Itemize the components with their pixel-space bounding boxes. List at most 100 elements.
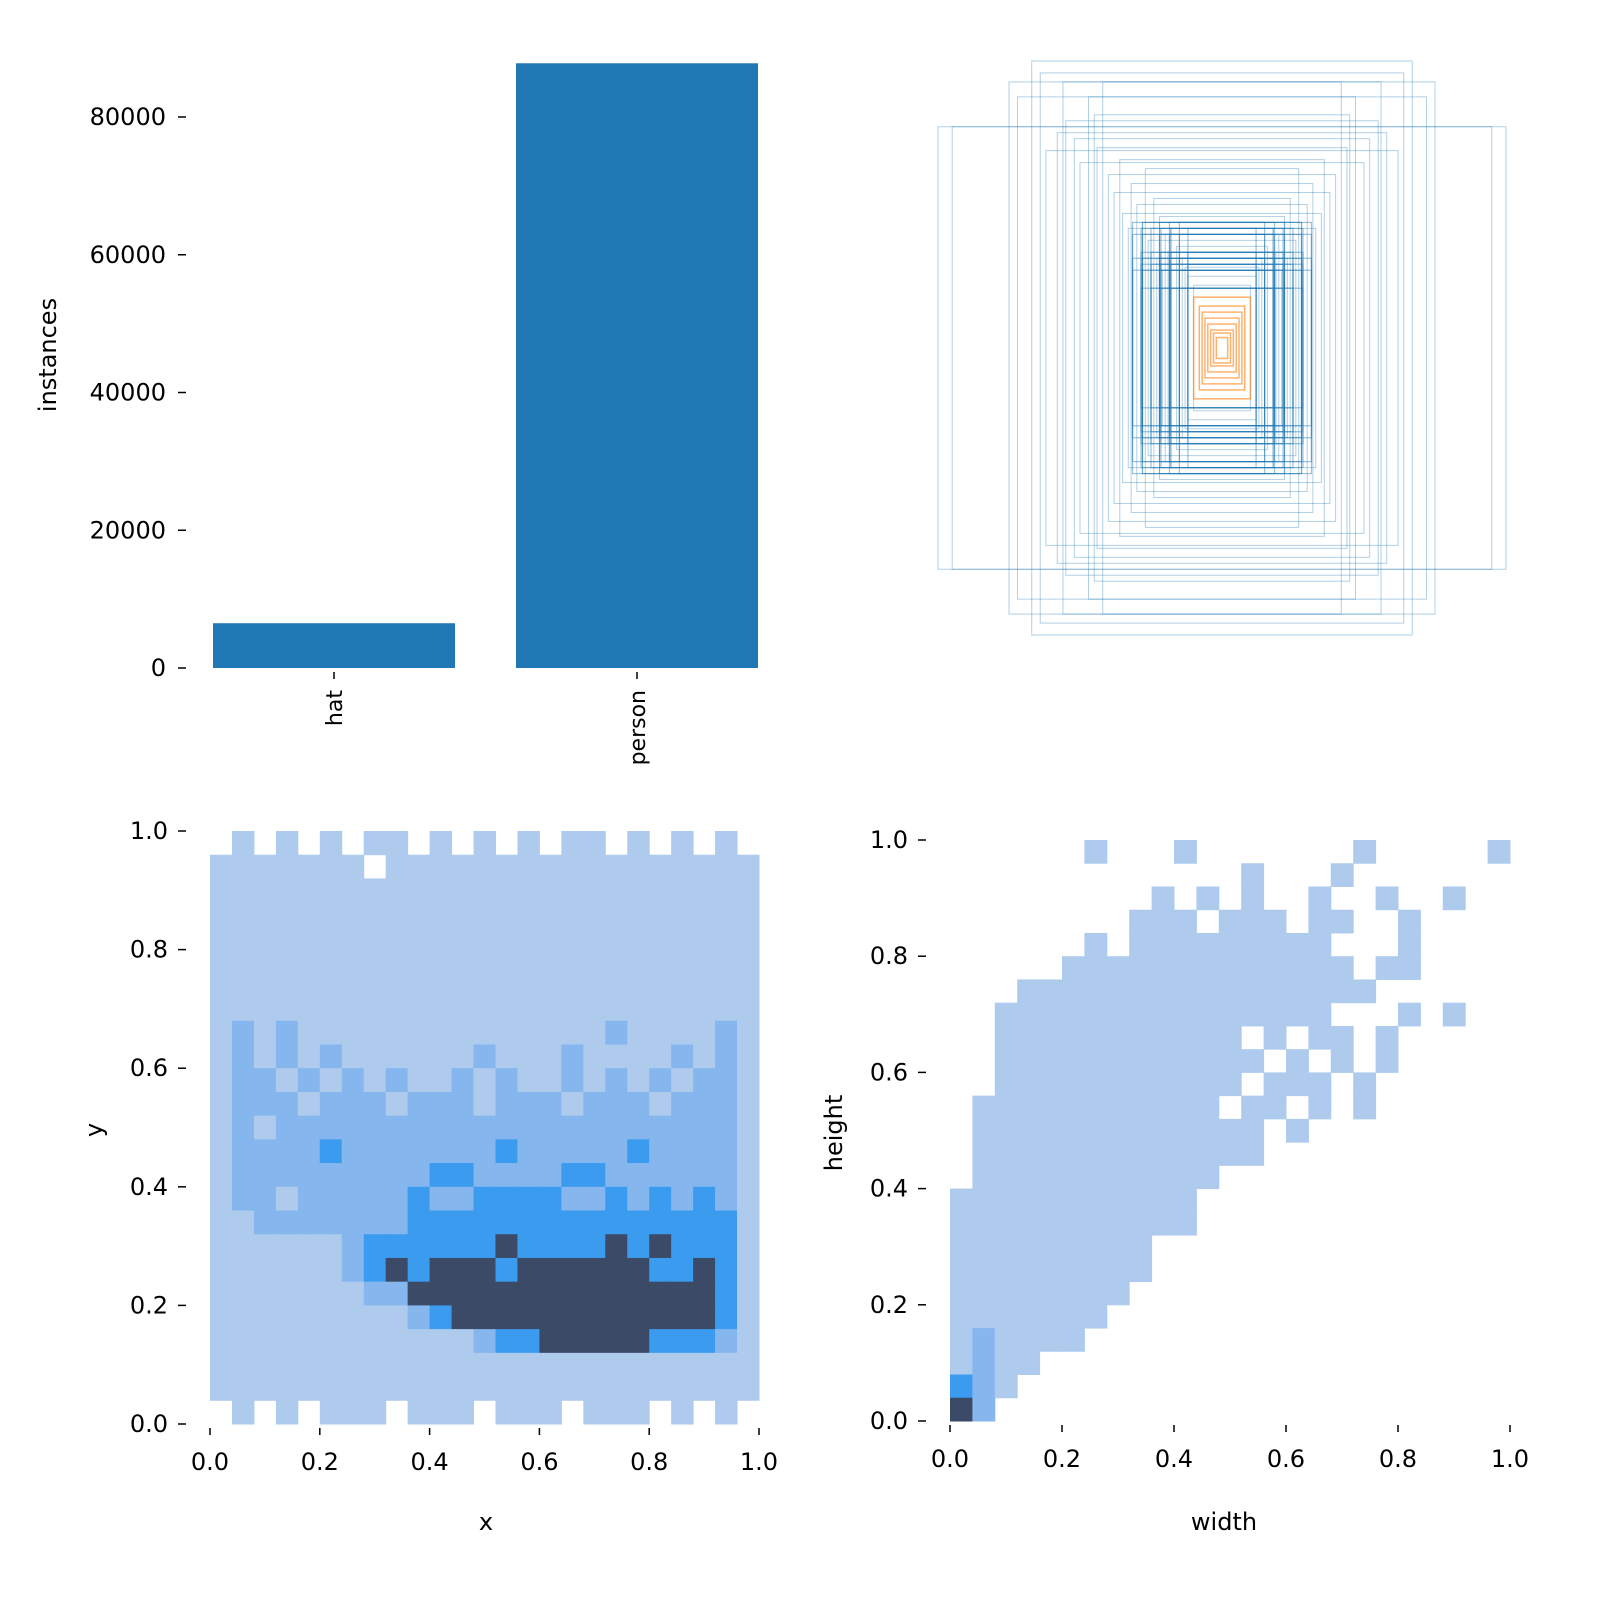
heatmap-cell: [407, 1400, 431, 1425]
heatmap-cell: [583, 1186, 606, 1212]
heatmap-cell: [994, 1211, 1018, 1236]
heatmap-cell: [210, 878, 233, 903]
heatmap-cell: [495, 1400, 518, 1425]
x-tick-label: 0.0: [931, 1445, 969, 1473]
heatmap-cell: [363, 1305, 387, 1330]
heatmap-cell: [1174, 1025, 1197, 1050]
heatmap-cell: [297, 1305, 321, 1330]
person-box-outline: [1150, 251, 1294, 445]
heatmap-cell: [253, 1234, 277, 1259]
person-box-outline: [1187, 227, 1257, 469]
heatmap-cell: [517, 854, 540, 879]
person-box-outline: [1140, 227, 1304, 469]
heatmap-cell: [671, 925, 694, 951]
heatmap-cell: [253, 997, 277, 1022]
heatmap-cell: [407, 1044, 431, 1069]
heatmap-cell: [1017, 1072, 1041, 1097]
heatmap-cell: [341, 902, 365, 927]
heatmap-cell: [605, 1352, 628, 1378]
heatmap-cell: [297, 1352, 321, 1378]
heatmap-cell: [385, 1210, 409, 1235]
heatmap-cell: [363, 973, 387, 998]
heatmap-cell: [429, 854, 453, 879]
heatmap-cell: [1308, 909, 1332, 934]
heatmap-cell: [1017, 1165, 1041, 1190]
x-tick-label: 0.6: [520, 1448, 558, 1476]
heatmap-cell: [231, 1210, 255, 1235]
heatmap-cell: [407, 1281, 431, 1306]
heatmap-cell: [561, 1186, 584, 1212]
heatmap-cell: [950, 1258, 973, 1283]
heatmap-cell: [253, 973, 277, 998]
heatmap-cell: [297, 902, 321, 927]
heatmap-cell: [1151, 932, 1175, 957]
heatmap-cell: [1039, 1002, 1063, 1027]
heatmap-cell: [649, 925, 672, 951]
bar-hat: [213, 623, 455, 668]
person-box-outline: [951, 126, 1493, 570]
heatmap-cell: [539, 1400, 562, 1425]
person-box-outline: [1039, 72, 1405, 624]
heatmap-cell: [429, 1115, 453, 1140]
person-box-outline: [1178, 233, 1266, 463]
heatmap-cell: [649, 1115, 672, 1140]
heatmap-cell: [693, 902, 716, 927]
heatmap-cell: [1129, 932, 1153, 957]
heatmap-cell: [1062, 1281, 1085, 1306]
heatmap-cell: [1084, 1049, 1108, 1073]
heatmap-cell: [1241, 956, 1265, 980]
heatmap-cell: [407, 1163, 431, 1188]
heatmap-cell: [715, 1352, 738, 1378]
heatmap-cell: [429, 1305, 453, 1330]
heatmap-cell: [583, 1257, 606, 1283]
heatmap-cell: [517, 925, 540, 951]
heatmap-cell: [407, 1376, 431, 1401]
heatmap-cell: [297, 1163, 321, 1188]
heatmap-cell: [1174, 1211, 1197, 1236]
heatmap-cell: [627, 831, 650, 856]
person-box-outline: [1093, 114, 1351, 582]
person-box-outline: [1158, 233, 1286, 463]
heatmap-cell: [649, 1044, 672, 1069]
heatmap-cell: [693, 1115, 716, 1140]
heatmap-cell: [715, 1234, 738, 1259]
heatmap-cell: [517, 1163, 540, 1188]
heatmap-cell: [972, 1095, 996, 1120]
heatmap-cell: [473, 925, 496, 951]
heatmap-cell: [1398, 1002, 1421, 1027]
heatmap-cell: [1039, 1188, 1063, 1213]
heatmap-cell: [1106, 1072, 1130, 1097]
heatmap-cell: [517, 1400, 540, 1425]
heatmap-cell: [605, 1115, 628, 1140]
heatmap-cell: [1263, 1095, 1287, 1120]
heatmap-cell: [473, 902, 496, 927]
heatmap-cell: [627, 1091, 650, 1117]
heatmap-cell: [1241, 1049, 1265, 1073]
heatmap-cell: [605, 973, 628, 998]
heatmap-cell: [1062, 1002, 1085, 1027]
heatmap-cell: [429, 1329, 453, 1354]
heatmap-cell: [950, 1235, 973, 1259]
heatmap-cell: [950, 1211, 973, 1236]
heatmap-cell: [517, 1068, 540, 1093]
heatmap-cell: [1062, 1165, 1085, 1190]
person-box-outline: [1168, 269, 1276, 427]
heatmap-cell: [715, 1091, 738, 1117]
heatmap-cell: [253, 1376, 277, 1401]
heatmap-cell: [671, 1163, 694, 1188]
x-tick-label: 0.2: [301, 1448, 339, 1476]
heatmap-cell: [737, 854, 760, 879]
heatmap-cell: [297, 1139, 321, 1164]
heatmap-cell: [451, 1186, 475, 1212]
heatmap-cell: [253, 1305, 277, 1330]
heatmap-cell: [627, 1068, 650, 1093]
heatmap-cell: [319, 973, 343, 998]
heatmap-cell: [994, 1351, 1018, 1376]
heatmap-cell: [385, 1352, 409, 1378]
heatmap-cell: [1308, 1095, 1332, 1120]
heatmap-cell: [407, 1115, 431, 1140]
heatmap-cell: [253, 1068, 277, 1093]
heatmap-cell: [627, 1234, 650, 1259]
person-box-outline: [1170, 227, 1274, 469]
heatmap-cell: [253, 1020, 277, 1045]
